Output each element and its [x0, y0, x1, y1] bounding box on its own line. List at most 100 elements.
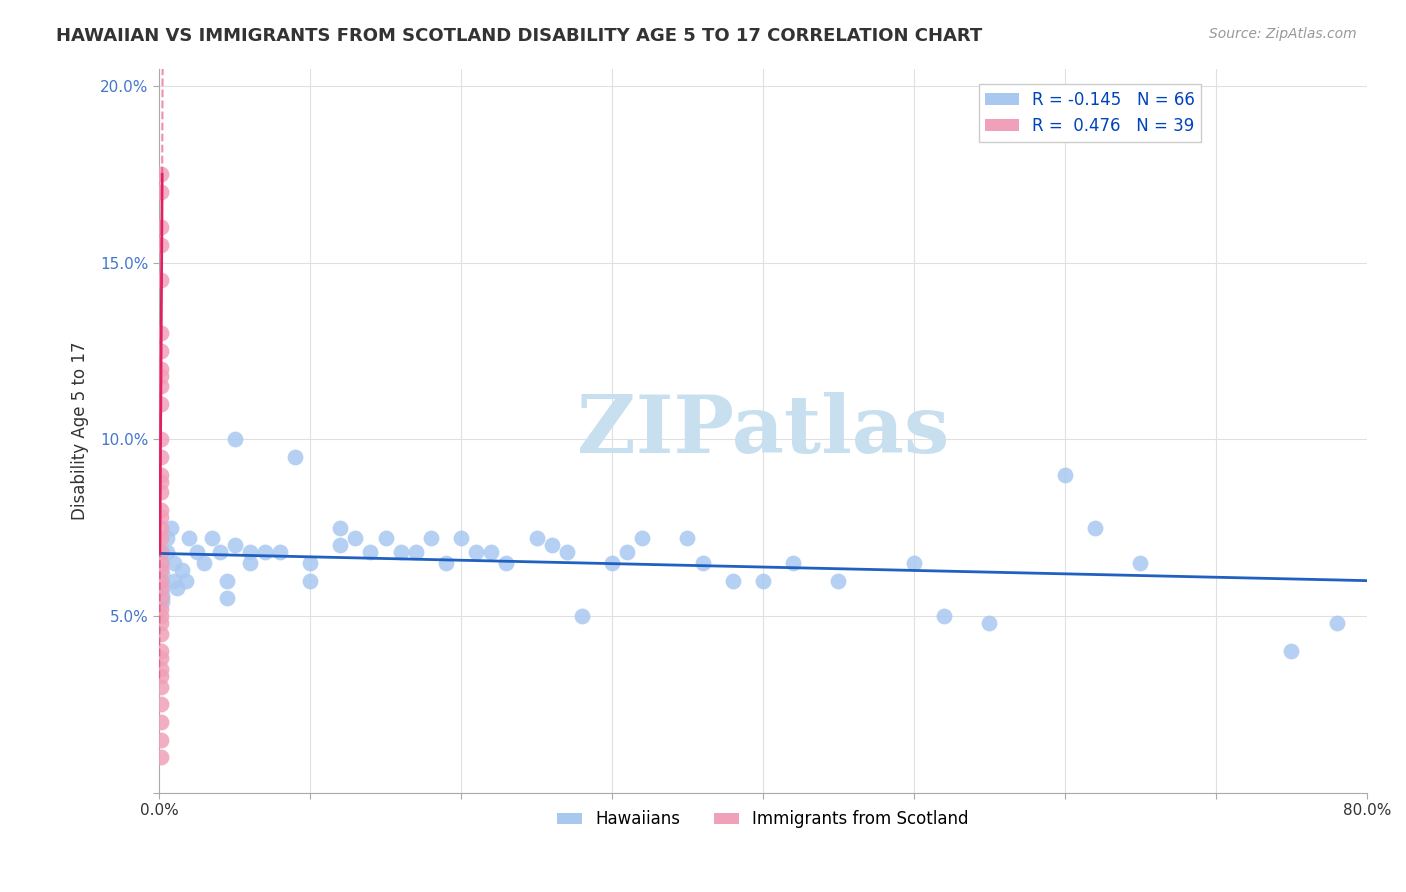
Text: HAWAIIAN VS IMMIGRANTS FROM SCOTLAND DISABILITY AGE 5 TO 17 CORRELATION CHART: HAWAIIAN VS IMMIGRANTS FROM SCOTLAND DIS…	[56, 27, 983, 45]
Point	[434, 556, 457, 570]
Point	[217, 574, 239, 588]
Point	[465, 545, 488, 559]
Point	[329, 538, 352, 552]
Point	[150, 574, 173, 588]
Point	[170, 563, 193, 577]
Point	[149, 361, 172, 376]
Point	[149, 662, 172, 676]
Point	[149, 581, 172, 595]
Point	[450, 532, 472, 546]
Point	[600, 556, 623, 570]
Point	[149, 698, 172, 712]
Point	[156, 532, 179, 546]
Point	[150, 595, 173, 609]
Point	[149, 397, 172, 411]
Point	[149, 344, 172, 359]
Point	[149, 450, 172, 464]
Point	[149, 563, 172, 577]
Point	[389, 545, 412, 559]
Point	[1326, 616, 1348, 631]
Point	[149, 556, 172, 570]
Point	[374, 532, 396, 546]
Point	[149, 503, 172, 517]
Text: Source: ZipAtlas.com: Source: ZipAtlas.com	[1209, 27, 1357, 41]
Point	[149, 238, 172, 252]
Point	[150, 581, 173, 595]
Point	[163, 574, 186, 588]
Point	[405, 545, 427, 559]
Point	[239, 556, 262, 570]
Point	[526, 532, 548, 546]
Point	[827, 574, 849, 588]
Point	[344, 532, 367, 546]
Point	[149, 467, 172, 482]
Point	[149, 485, 172, 500]
Point	[149, 475, 172, 489]
Point	[149, 609, 172, 624]
Point	[149, 651, 172, 665]
Point	[616, 545, 638, 559]
Point	[149, 545, 172, 559]
Point	[160, 521, 183, 535]
Point	[149, 168, 172, 182]
Point	[149, 532, 172, 546]
Point	[149, 626, 172, 640]
Point	[163, 556, 186, 570]
Point	[156, 545, 179, 559]
Point	[495, 556, 517, 570]
Point	[149, 273, 172, 287]
Point	[284, 450, 307, 464]
Point	[150, 588, 173, 602]
Point	[149, 521, 172, 535]
Point	[149, 732, 172, 747]
Legend: Hawaiians, Immigrants from Scotland: Hawaiians, Immigrants from Scotland	[551, 804, 976, 835]
Point	[149, 616, 172, 631]
Point	[979, 616, 1001, 631]
Point	[329, 521, 352, 535]
Point	[149, 602, 172, 616]
Point	[540, 538, 562, 552]
Point	[186, 545, 208, 559]
Point	[903, 556, 925, 570]
Point	[692, 556, 714, 570]
Point	[149, 669, 172, 683]
Point	[176, 574, 198, 588]
Point	[208, 545, 231, 559]
Point	[782, 556, 804, 570]
Point	[166, 581, 188, 595]
Point	[631, 532, 654, 546]
Point	[1129, 556, 1152, 570]
Point	[224, 433, 246, 447]
Point	[149, 574, 172, 588]
Point	[299, 556, 322, 570]
Point	[932, 609, 955, 624]
Point	[571, 609, 593, 624]
Point	[1084, 521, 1107, 535]
Point	[149, 644, 172, 658]
Point	[149, 680, 172, 694]
Point	[150, 556, 173, 570]
Point	[721, 574, 744, 588]
Point	[149, 714, 172, 729]
Point	[752, 574, 775, 588]
Point	[269, 545, 291, 559]
Point	[193, 556, 215, 570]
Point	[149, 185, 172, 199]
Point	[224, 538, 246, 552]
Text: ZIPatlas: ZIPatlas	[576, 392, 949, 469]
Point	[1279, 644, 1302, 658]
Point	[253, 545, 276, 559]
Point	[1053, 467, 1076, 482]
Point	[360, 545, 382, 559]
Point	[239, 545, 262, 559]
Point	[149, 591, 172, 606]
Point	[179, 532, 201, 546]
Point	[201, 532, 224, 546]
Point	[419, 532, 441, 546]
Point	[299, 574, 322, 588]
Point	[150, 566, 173, 581]
Point	[479, 545, 502, 559]
Point	[149, 510, 172, 524]
Point	[149, 379, 172, 393]
Y-axis label: Disability Age 5 to 17: Disability Age 5 to 17	[72, 342, 89, 520]
